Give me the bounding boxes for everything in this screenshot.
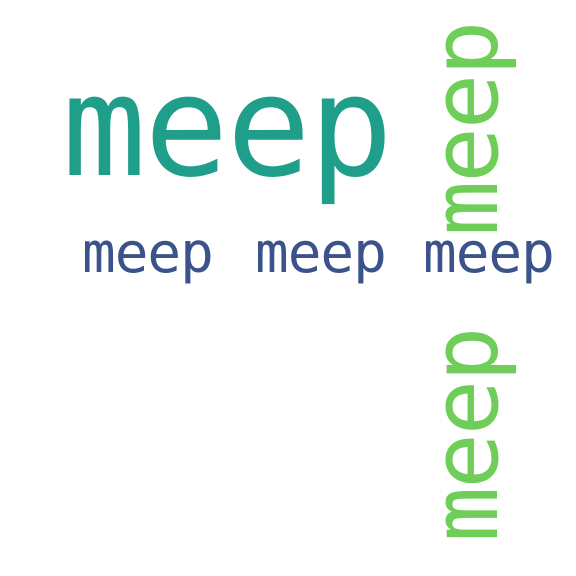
word-meep-row-3: meep bbox=[423, 221, 555, 286]
word-meep-large: meep bbox=[62, 46, 393, 209]
word-meep-row-2: meep bbox=[255, 221, 387, 286]
word-meep-vertical-bottom: meep bbox=[412, 328, 519, 542]
word-meep-row-1: meep bbox=[82, 221, 214, 286]
word-meep-vertical-top: meep bbox=[412, 22, 519, 236]
